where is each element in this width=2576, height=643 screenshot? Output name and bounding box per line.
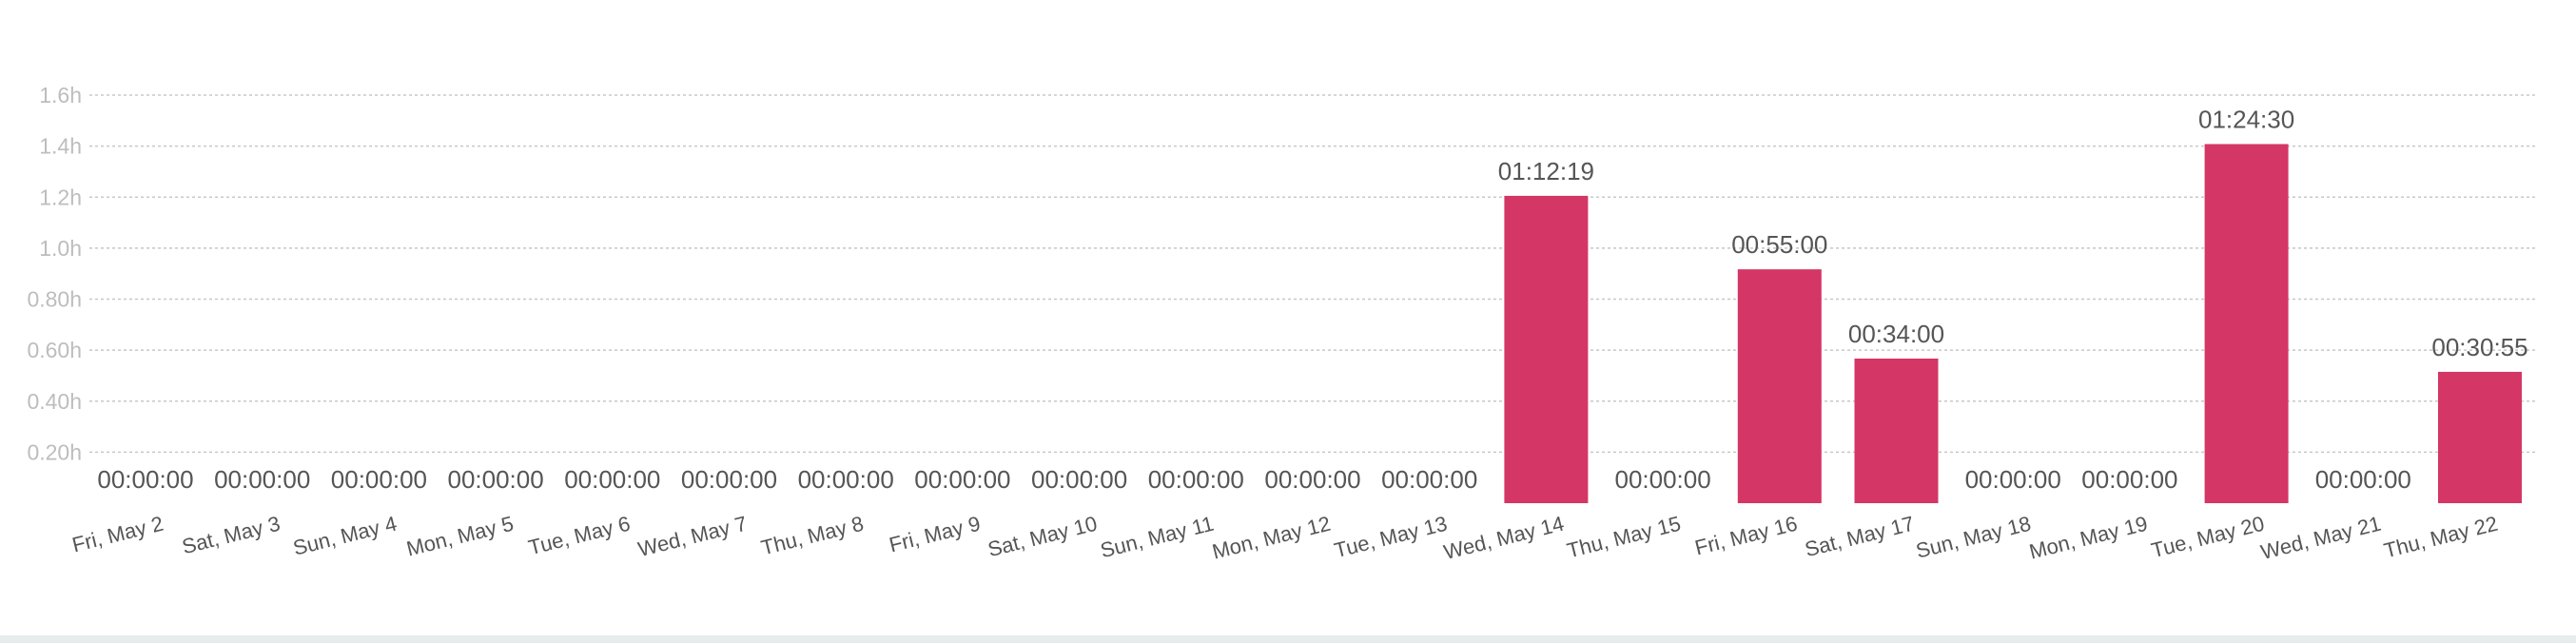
x-axis-category-labels: Fri, May 2 Sat, May 3 Sun, May 4 Mon, May 5… [69,512,2500,565]
bar[interactable] [1737,269,1822,503]
bar-value-label: 00:00:00 [2081,465,2177,494]
x-category-label: Wed, May 21 [2258,512,2383,565]
x-category-label: Thu, May 22 [2382,512,2501,563]
y-tick-label: 0.60h [27,338,82,362]
bar[interactable] [1504,195,1589,504]
bar-value-label: 00:00:00 [331,465,427,494]
bar-value-label: 00:00:00 [1031,465,1127,494]
y-tick-label: 1.0h [39,236,82,261]
bottom-border [0,635,2576,643]
bar[interactable] [2204,144,2289,504]
bar-value-label: 00:00:00 [798,465,894,494]
bar-value-label: 00:00:00 [214,465,310,494]
bars [1504,144,2522,504]
y-tick-label: 1.4h [39,134,82,159]
bar-value-label: 00:00:00 [1264,465,1360,494]
bar-value-label: 00:00:00 [1614,465,1710,494]
x-category-label: Wed, May 7 [635,512,750,562]
bar-value-label: 00:00:00 [2315,465,2411,494]
x-category-label: Sat, May 17 [1803,512,1917,562]
bar-value-label: 00:00:00 [1148,465,1244,494]
bar-value-label: 01:12:19 [1498,157,1594,185]
x-category-label: Thu, May 8 [759,512,867,560]
x-category-label: Fri, May 9 [887,512,983,557]
bar-value-label: 00:00:00 [914,465,1010,494]
y-tick-label: 0.40h [27,389,82,414]
bar-value-label: 00:00:00 [1381,465,1477,494]
y-tick-label: 1.2h [39,185,82,209]
y-axis-tick-labels: 0.20h 0.40h 0.60h 0.80h 1.0h 1.2h 1.4h 1.6h [27,83,82,464]
x-category-label: Fri, May 2 [69,512,166,557]
bar-value-label: 00:00:00 [681,465,777,494]
x-category-label: Mon, May 19 [2027,512,2150,564]
x-category-label: Sun, May 11 [1098,512,1216,563]
x-category-label: Thu, May 15 [1565,512,1684,563]
bar-value-label: 00:55:00 [1731,230,1827,259]
x-category-label: Sun, May 4 [291,512,400,560]
bar-value-label: 01:24:30 [2198,105,2294,133]
x-category-label: Mon, May 5 [404,512,517,561]
bar-value-label: 00:00:00 [447,465,543,494]
x-category-label: Tue, May 13 [1332,512,1450,563]
y-tick-label: 0.20h [27,439,82,464]
bar-value-label: 00:00:00 [1965,465,2061,494]
x-category-label: Sun, May 18 [1914,512,2034,563]
x-category-label: Wed, May 14 [1441,512,1566,565]
x-category-label: Fri, May 16 [1692,512,1800,560]
x-category-label: Tue, May 6 [526,512,633,560]
gridlines [89,94,2538,454]
bar-value-label: 00:00:00 [564,465,660,494]
bar-value-label: 00:34:00 [1848,320,1944,348]
x-category-label: Sat, May 10 [986,512,1100,562]
x-category-label: Tue, May 20 [2149,512,2267,563]
bar-value-label: 00:00:00 [97,465,193,494]
y-tick-label: 1.6h [39,83,82,107]
y-tick-label: 0.80h [27,287,82,312]
value-labels: 00:00:00 00:00:00 00:00:00 00:00:00 00:00:00… [97,105,2527,494]
bar-value-label: 00:30:55 [2431,333,2527,361]
x-category-label: Sat, May 3 [180,512,283,559]
bar[interactable] [2438,371,2522,503]
x-category-label: Mon, May 12 [1210,512,1333,564]
bar[interactable] [1854,358,1939,503]
